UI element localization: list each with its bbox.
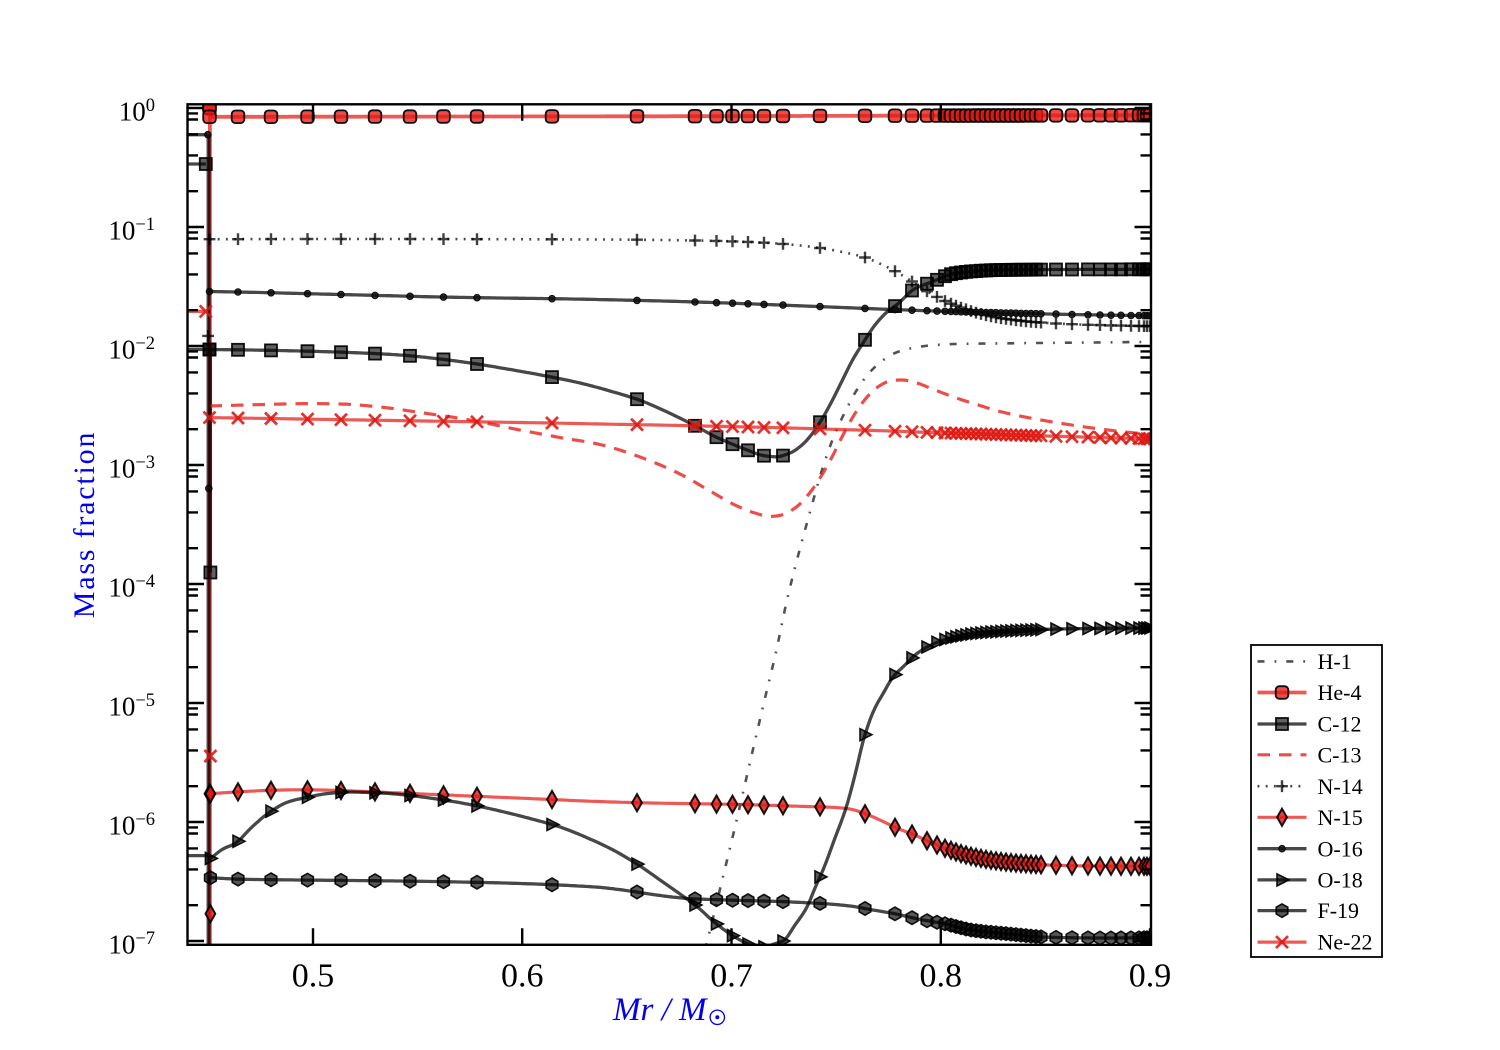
svg-text:10−2: 10−2 (108, 334, 155, 365)
svg-text:0.6: 0.6 (501, 958, 544, 995)
svg-text:10−5: 10−5 (108, 691, 155, 722)
svg-text:Mass fraction: Mass fraction (68, 431, 101, 619)
svg-text:10−1: 10−1 (108, 215, 155, 246)
svg-text:O-16: O-16 (1318, 836, 1363, 861)
svg-text:C-12: C-12 (1318, 712, 1362, 737)
svg-text:0.7: 0.7 (710, 958, 753, 995)
svg-text:O-18: O-18 (1318, 868, 1363, 893)
svg-text:0.5: 0.5 (292, 958, 335, 995)
svg-text:0.9: 0.9 (1129, 958, 1172, 995)
svg-text:N-15: N-15 (1318, 805, 1363, 830)
svg-text:C-13: C-13 (1318, 742, 1362, 767)
svg-text:0.8: 0.8 (920, 958, 963, 995)
svg-text:10−3: 10−3 (108, 453, 155, 484)
svg-text:H-1: H-1 (1318, 649, 1352, 674)
svg-text:He-4: He-4 (1318, 680, 1362, 705)
svg-text:10−7: 10−7 (108, 929, 155, 960)
svg-text:Ne-22: Ne-22 (1318, 930, 1373, 955)
svg-text:N-14: N-14 (1318, 774, 1363, 799)
svg-text:Mr / M: Mr / M (612, 992, 708, 1028)
svg-text:F-19: F-19 (1318, 898, 1360, 923)
svg-text:100: 100 (119, 96, 155, 127)
